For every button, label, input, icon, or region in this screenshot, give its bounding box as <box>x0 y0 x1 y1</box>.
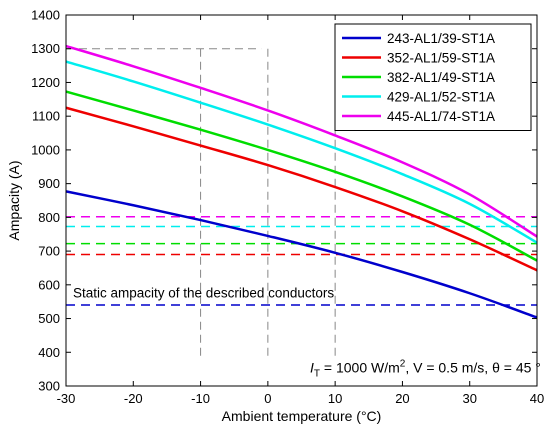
irradiance-unit-superscript: 2 <box>400 359 406 370</box>
series-line <box>65 44 538 238</box>
legend-label: 243-AL1/39-ST1A <box>387 31 495 46</box>
static-ampacity-lines <box>66 215 537 306</box>
y-tick-label: 500 <box>38 311 60 326</box>
y-tick-label: 900 <box>38 176 60 191</box>
y-tick-label: 1200 <box>31 75 60 90</box>
legend-label: 382-AL1/49-ST1A <box>387 70 495 85</box>
y-tick-label: 1400 <box>31 8 60 23</box>
series-line <box>65 90 538 262</box>
legend-label: 445-AL1/74-ST1A <box>387 109 495 124</box>
x-tick-label: -20 <box>124 391 143 406</box>
irradiance-value: = 1000 W/m <box>320 360 400 376</box>
y-tick-label: 1100 <box>32 109 60 124</box>
y-tick-label: 1300 <box>31 41 60 56</box>
y-axis-label: Ampacity (A) <box>6 160 22 240</box>
x-tick-label: 0 <box>264 391 271 406</box>
y-tick-label: 800 <box>38 210 60 225</box>
series-line <box>65 190 538 319</box>
conditions-annotation: IT = 1000 W/m2, V = 0.5 m/s, θ = 45 ° <box>310 359 541 380</box>
static-ampacity-annotation: Static ampacity of the described conduct… <box>73 285 334 300</box>
reference-lines <box>66 48 336 360</box>
x-tick-label: 20 <box>395 391 409 406</box>
axis-ticks: -30 -20 -10 0 10 20 30 40 300 400 500 600 700 800 900 1… <box>31 8 544 407</box>
irradiance-subscript: T <box>314 369 320 380</box>
series-lines <box>65 44 538 319</box>
series-line <box>65 106 538 272</box>
plot-frame <box>65 14 538 387</box>
wind-and-angle-text: , V = 0.5 m/s, θ = 45 ° <box>405 360 541 376</box>
y-tick-label: 1000 <box>31 142 60 157</box>
legend-label: 429-AL1/52-ST1A <box>387 90 495 105</box>
x-axis-label: Ambient temperature (°C) <box>222 408 382 424</box>
y-tick-label: 700 <box>38 244 60 259</box>
y-tick-label: 600 <box>38 277 60 292</box>
irradiance-symbol: I <box>310 360 314 376</box>
x-tick-label: -10 <box>191 391 210 406</box>
legend: 243-AL1/39-ST1A 352-AL1/59-ST1A 382-AL1/49… <box>334 23 532 131</box>
legend-label: 352-AL1/59-ST1A <box>387 51 495 66</box>
x-tick-label: 30 <box>462 391 476 406</box>
x-tick-label: 40 <box>530 391 544 406</box>
y-tick-label: 400 <box>38 345 60 360</box>
x-tick-label: 10 <box>328 391 342 406</box>
y-tick-label: 300 <box>38 379 60 394</box>
x-tick-label: -30 <box>57 391 76 406</box>
series-line <box>65 60 538 244</box>
